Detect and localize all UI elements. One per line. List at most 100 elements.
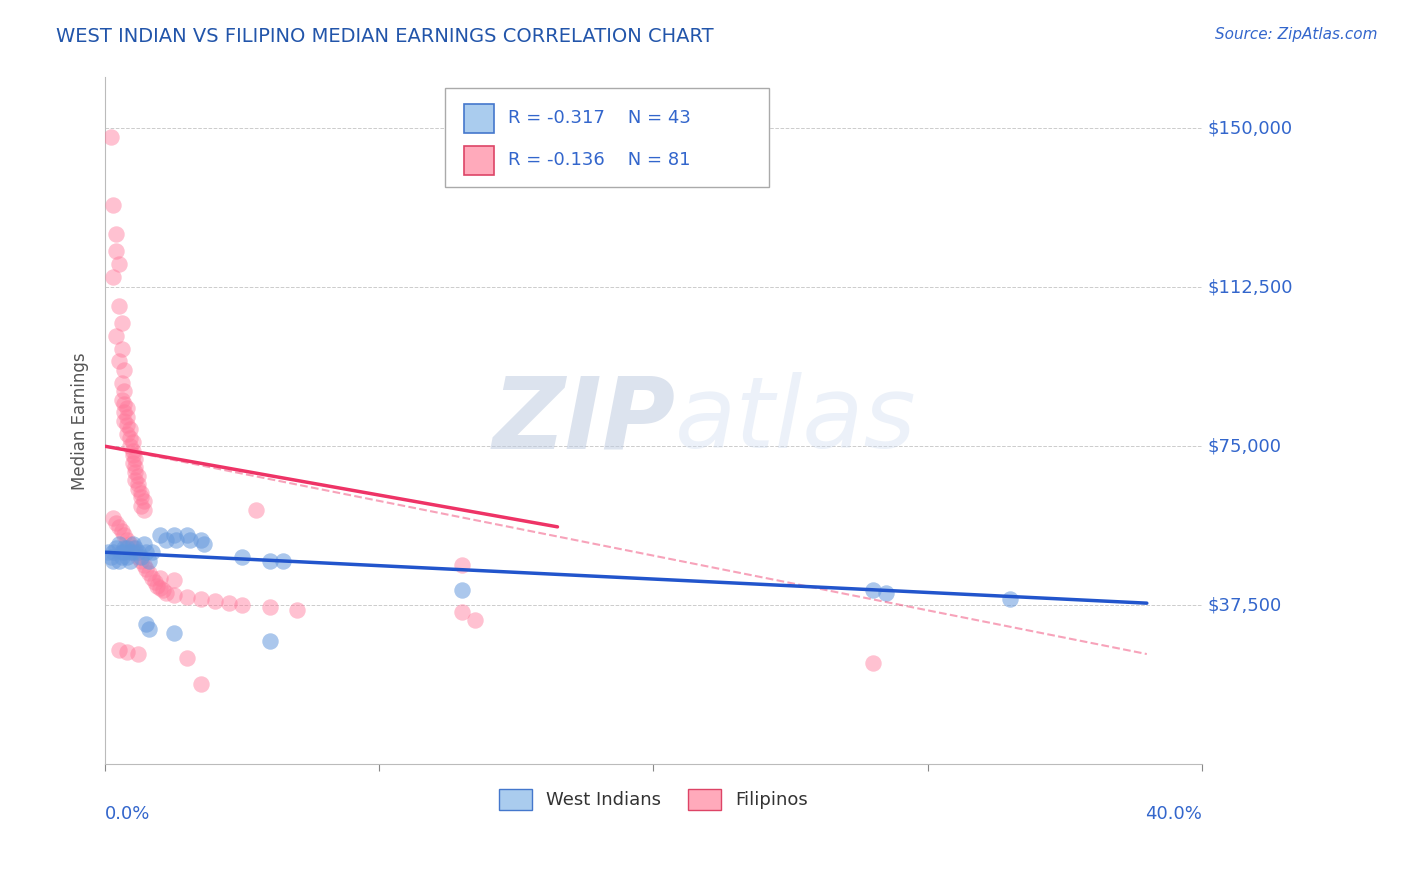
FancyBboxPatch shape: [464, 104, 495, 133]
Point: [105, 516, 128, 530]
Point: [862, 656, 884, 670]
Point: [138, 622, 160, 636]
Text: R = -0.136    N = 81: R = -0.136 N = 81: [508, 152, 690, 169]
Legend: West Indians, Filipinos: West Indians, Filipinos: [492, 781, 815, 817]
Point: [127, 482, 149, 496]
Point: [124, 545, 146, 559]
Point: [118, 554, 141, 568]
Point: [135, 545, 157, 559]
Point: [141, 571, 163, 585]
Point: [103, 511, 125, 525]
Point: [105, 329, 128, 343]
Point: [166, 533, 188, 547]
Point: [285, 602, 308, 616]
Text: ZIP: ZIP: [492, 372, 675, 469]
Text: R = -0.317    N = 43: R = -0.317 N = 43: [508, 110, 690, 128]
Point: [111, 342, 134, 356]
Point: [112, 363, 135, 377]
Point: [108, 642, 131, 657]
Point: [112, 541, 135, 555]
Point: [138, 566, 160, 581]
Point: [108, 299, 131, 313]
Point: [127, 469, 149, 483]
Point: [103, 197, 125, 211]
Text: $75,000: $75,000: [1208, 437, 1281, 455]
Point: [111, 545, 134, 559]
Text: 40.0%: 40.0%: [1144, 805, 1202, 823]
Point: [124, 465, 146, 479]
Point: [121, 545, 143, 559]
Point: [112, 414, 135, 428]
Point: [163, 528, 186, 542]
Text: Source: ZipAtlas.com: Source: ZipAtlas.com: [1215, 27, 1378, 42]
Point: [121, 435, 143, 450]
Point: [875, 585, 897, 599]
Point: [193, 537, 215, 551]
Y-axis label: Median Earnings: Median Earnings: [72, 352, 89, 490]
Point: [103, 545, 125, 559]
Point: [111, 524, 134, 538]
Point: [112, 545, 135, 559]
Text: WEST INDIAN VS FILIPINO MEDIAN EARNINGS CORRELATION CHART: WEST INDIAN VS FILIPINO MEDIAN EARNINGS …: [56, 27, 714, 45]
Point: [118, 537, 141, 551]
Point: [115, 401, 138, 416]
Point: [259, 554, 281, 568]
Point: [112, 405, 135, 419]
Point: [149, 528, 172, 542]
Point: [115, 541, 138, 555]
Point: [132, 503, 155, 517]
Point: [135, 562, 157, 576]
Point: [124, 541, 146, 555]
Point: [115, 645, 138, 659]
Point: [118, 545, 141, 559]
Point: [450, 558, 472, 572]
Point: [124, 452, 146, 467]
Point: [121, 443, 143, 458]
Point: [141, 545, 163, 559]
Point: [118, 439, 141, 453]
Point: [163, 588, 186, 602]
Point: [143, 574, 166, 589]
Point: [127, 549, 149, 564]
Point: [97, 545, 120, 559]
Point: [108, 257, 131, 271]
Point: [124, 460, 146, 475]
Point: [450, 605, 472, 619]
Point: [204, 594, 226, 608]
Point: [121, 448, 143, 462]
Point: [152, 583, 174, 598]
Text: $112,500: $112,500: [1208, 278, 1292, 296]
Point: [118, 431, 141, 445]
Point: [115, 409, 138, 424]
Point: [190, 591, 212, 606]
Point: [135, 617, 157, 632]
Point: [129, 549, 152, 564]
Point: [464, 613, 486, 627]
Text: atlas: atlas: [675, 372, 917, 469]
Point: [176, 651, 198, 665]
Point: [129, 499, 152, 513]
Point: [259, 600, 281, 615]
Point: [149, 582, 172, 596]
Point: [108, 354, 131, 368]
Text: $37,500: $37,500: [1208, 596, 1281, 615]
Point: [115, 533, 138, 547]
Point: [108, 537, 131, 551]
FancyBboxPatch shape: [464, 145, 495, 175]
Point: [149, 571, 172, 585]
Point: [129, 486, 152, 500]
Point: [115, 549, 138, 564]
Point: [111, 392, 134, 407]
Point: [115, 426, 138, 441]
Point: [862, 583, 884, 598]
Point: [450, 583, 472, 598]
FancyBboxPatch shape: [446, 87, 769, 187]
Point: [998, 591, 1021, 606]
Point: [132, 494, 155, 508]
Point: [245, 503, 267, 517]
Point: [155, 533, 177, 547]
Point: [105, 227, 128, 242]
Point: [118, 422, 141, 436]
Point: [124, 473, 146, 487]
Point: [121, 541, 143, 555]
